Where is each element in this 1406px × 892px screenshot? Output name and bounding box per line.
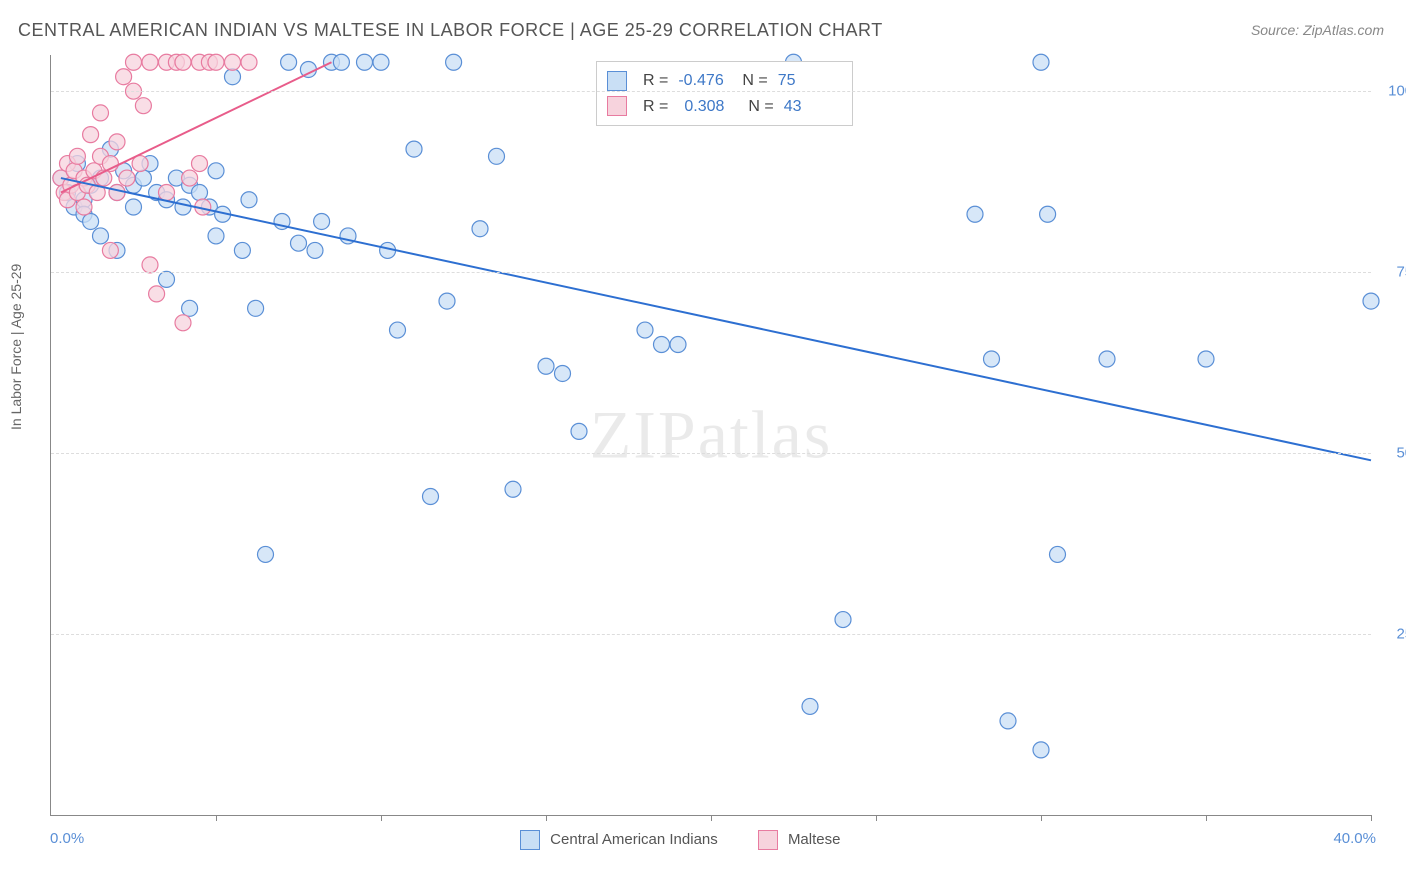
xtick <box>1206 815 1207 821</box>
stats-legend-box: R = -0.476 N = 75 R = 0.308 N = 43 <box>596 61 853 126</box>
xtick <box>546 815 547 821</box>
n-value-series2: 43 <box>784 94 838 120</box>
chart-title: CENTRAL AMERICAN INDIAN VS MALTESE IN LA… <box>18 20 883 41</box>
legend-item-series2: Maltese <box>758 830 841 850</box>
n-value-series1: 75 <box>778 68 832 94</box>
xtick <box>1371 815 1372 821</box>
gridline <box>51 634 1371 635</box>
r-label: R = <box>643 94 668 120</box>
n-label: N = <box>742 68 767 94</box>
ytick-label: 100.0% <box>1379 83 1406 100</box>
legend-label-series2: Maltese <box>788 831 841 848</box>
y-axis-label: In Labor Force | Age 25-29 <box>8 264 24 430</box>
x-origin-label: 0.0% <box>50 830 84 847</box>
stats-row-series1: R = -0.476 N = 75 <box>607 68 838 94</box>
gridline <box>51 91 1371 92</box>
xtick <box>381 815 382 821</box>
swatch-series1-bottom <box>520 830 540 850</box>
gridline <box>51 453 1371 454</box>
plot-area: ZIPatlas R = -0.476 N = 75 R = 0.308 N =… <box>50 55 1371 816</box>
r-value-series2: 0.308 <box>678 94 738 120</box>
xtick <box>711 815 712 821</box>
chart-svg <box>51 55 1371 815</box>
swatch-series2 <box>607 96 627 116</box>
n-label: N = <box>748 94 773 120</box>
stats-row-series2: R = 0.308 N = 43 <box>607 94 838 120</box>
ytick-label: 75.0% <box>1379 264 1406 281</box>
legend-label-series1: Central American Indians <box>550 831 718 848</box>
x-max-label: 40.0% <box>1333 830 1376 847</box>
xtick <box>1041 815 1042 821</box>
xtick <box>216 815 217 821</box>
legend-bottom: Central American Indians Maltese <box>520 830 840 850</box>
source-attribution: Source: ZipAtlas.com <box>1251 22 1384 38</box>
ytick-label: 25.0% <box>1379 626 1406 643</box>
legend-item-series1: Central American Indians <box>520 830 718 850</box>
r-label: R = <box>643 68 668 94</box>
gridline <box>51 272 1371 273</box>
swatch-series1 <box>607 71 627 91</box>
ytick-label: 50.0% <box>1379 445 1406 462</box>
r-value-series1: -0.476 <box>678 68 732 94</box>
swatch-series2-bottom <box>758 830 778 850</box>
xtick <box>876 815 877 821</box>
